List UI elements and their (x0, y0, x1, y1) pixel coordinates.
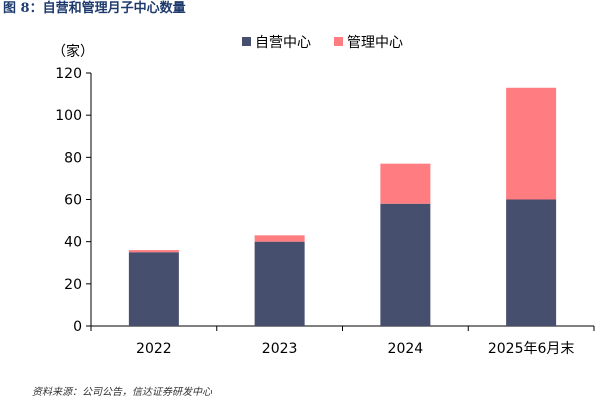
bar-managed (128, 250, 179, 253)
y-tick-label: 40 (64, 235, 82, 251)
y-tick-label: 100 (55, 108, 82, 124)
bar-managed (380, 163, 431, 204)
legend-swatch-self-operated (242, 37, 251, 46)
bar-self-operated (254, 241, 305, 326)
x-category-label: 2025年6月末 (488, 341, 575, 357)
plot-area: 0 20 40 60 80 100 120 2022 2023 2024 2025年6月末 (55, 66, 595, 357)
legend: 自营中心 管理中心 (242, 35, 403, 51)
figure-title: 图 8：自营和管理月子中心数量 (3, 1, 186, 16)
x-category-label: 2022 (136, 341, 172, 357)
legend-swatch-managed (334, 37, 343, 46)
y-tick-label: 80 (64, 150, 82, 166)
legend-label-self-operated: 自营中心 (255, 35, 311, 51)
y-axis-unit-label: （家） (52, 43, 94, 60)
bar-self-operated (506, 199, 557, 326)
y-tick-label: 0 (73, 319, 82, 335)
y-tick-label: 20 (64, 277, 82, 293)
legend-label-managed: 管理中心 (347, 35, 403, 51)
y-tick-label: 120 (55, 66, 82, 82)
bar-managed (254, 235, 305, 242)
x-category-label: 2023 (262, 341, 298, 357)
y-tick-label: 60 (64, 193, 82, 209)
bar-managed (506, 87, 557, 200)
figure-source: 资料来源：公司公告，信达证券研发中心 (32, 387, 212, 398)
bar-self-operated (128, 252, 179, 326)
bar-self-operated (380, 203, 431, 326)
x-category-label: 2024 (388, 341, 424, 357)
